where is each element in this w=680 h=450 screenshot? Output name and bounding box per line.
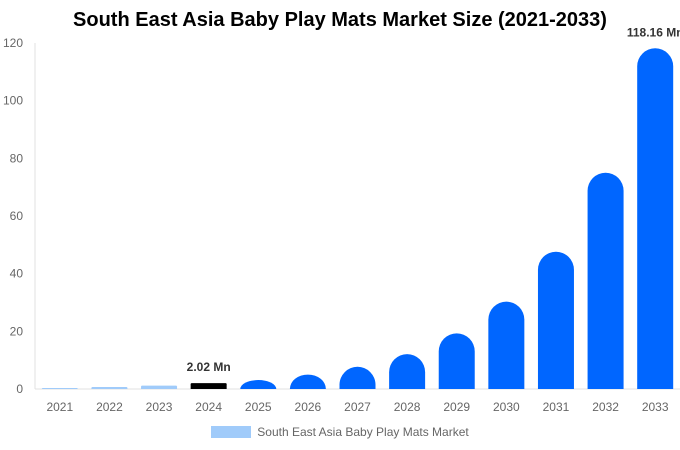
- x-tick-label: 2022: [96, 400, 123, 414]
- x-tick-label: 2025: [245, 400, 272, 414]
- bar-2021: [41, 387, 78, 389]
- x-tick-label: 2033: [642, 400, 669, 414]
- legend-swatch: [211, 426, 252, 438]
- y-tick-label: 120: [3, 36, 23, 50]
- y-tick-label: 20: [10, 324, 24, 338]
- legend[interactable]: South East Asia Baby Play Mats Market: [0, 425, 680, 439]
- bar-2023: [141, 385, 178, 389]
- legend-label: South East Asia Baby Play Mats Market: [257, 425, 469, 439]
- x-tick-label: 2029: [443, 400, 470, 414]
- x-tick-label: 2023: [146, 400, 173, 414]
- bar-2029: [438, 333, 475, 389]
- x-tick-label: 2021: [46, 400, 73, 414]
- y-tick-label: 40: [10, 267, 24, 281]
- y-tick-label: 100: [3, 94, 23, 108]
- x-tick-label: 2024: [195, 400, 222, 414]
- data-label-2033: 118.16 Mn: [627, 25, 680, 39]
- bar-2031: [537, 251, 574, 389]
- x-tick-label: 2032: [592, 400, 619, 414]
- bar-2027: [339, 366, 376, 389]
- x-tick-label: 2031: [543, 400, 570, 414]
- x-tick-label: 2028: [394, 400, 421, 414]
- bar-2022: [91, 386, 128, 389]
- chart-title: South East Asia Baby Play Mats Market Si…: [73, 9, 607, 31]
- bar-2030: [488, 301, 525, 389]
- bar-2032: [587, 172, 624, 389]
- bar-2025: [240, 380, 277, 389]
- bar-2028: [389, 354, 426, 389]
- y-tick-label: 60: [10, 209, 24, 223]
- bar-2033: [637, 48, 674, 390]
- y-tick-label: 80: [10, 151, 24, 165]
- bar-2024: [190, 383, 227, 389]
- x-tick-label: 2026: [295, 400, 322, 414]
- bar-2026: [289, 374, 326, 389]
- x-tick-label: 2027: [344, 400, 371, 414]
- data-label-2024: 2.02 Mn: [187, 360, 231, 374]
- y-tick-label: 0: [16, 382, 23, 396]
- x-tick-label: 2030: [493, 400, 520, 414]
